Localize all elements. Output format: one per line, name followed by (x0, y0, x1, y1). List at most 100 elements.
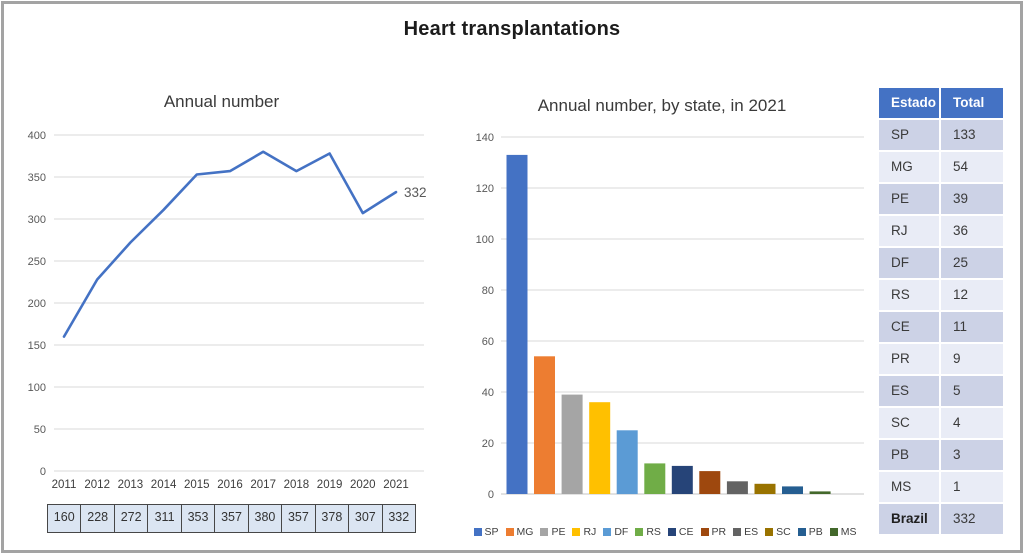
legend-color-swatch (700, 528, 709, 536)
y-tick-label: 300 (28, 214, 46, 226)
legend-color-swatch (505, 528, 514, 536)
x-tick-label: 2018 (284, 479, 310, 491)
legend-item-CE: CE (667, 526, 694, 538)
bar-MG (534, 356, 555, 494)
legend-color-swatch (473, 528, 482, 536)
state-table-header: Estado Total (879, 88, 1003, 118)
legend-label: SP (484, 526, 499, 538)
legend-label: MG (516, 526, 534, 538)
state-table-body: SP 133 MG 54 PE 39 RJ 36 DF 25 RS 12 CE 11 PR 9 ES 5 SC 4 PB… (879, 120, 1003, 534)
x-tick-label: 2012 (84, 479, 110, 491)
total-cell: 133 (941, 120, 1003, 150)
bar-PB (782, 486, 803, 494)
state-cell: ES (879, 376, 939, 406)
total-cell: 36 (941, 216, 1003, 246)
annual-value-cell: 332 (381, 505, 415, 532)
legend-item-RS: RS (635, 526, 661, 538)
state-cell: CE (879, 312, 939, 342)
legend-color-swatch (733, 528, 742, 536)
annual-value-cell: 307 (348, 505, 381, 532)
y-tick-label: 140 (476, 132, 494, 144)
figure-title: Heart transplantations (403, 18, 621, 40)
legend-color-swatch (829, 528, 838, 536)
y-tick-label: 50 (34, 424, 46, 436)
y-tick-label: 100 (476, 234, 494, 246)
total-cell: 39 (941, 184, 1003, 214)
bar-PR (699, 471, 721, 494)
state-table-row: SP 133 (879, 120, 1003, 150)
bar-DF (616, 430, 638, 495)
x-tick-label: 2015 (184, 479, 210, 491)
annual-value-cell: 160 (53, 510, 75, 524)
state-cell: MG (879, 152, 939, 182)
state-cell: PB (879, 440, 939, 470)
legend-item-SP: SP (473, 526, 499, 538)
state-table-row: PE 39 (879, 184, 1003, 214)
legend-item-PE: PE (540, 526, 565, 538)
line-chart: 0 50 100 150 200 250 300 350 400 2011 2012 2013 2014… (28, 130, 427, 491)
annual-value-cell: 378 (314, 505, 348, 532)
state-cell: SC (879, 408, 939, 438)
x-tick-label: 2014 (151, 479, 177, 491)
legend-label: MS (840, 526, 857, 538)
x-tick-label: 2021 (383, 479, 409, 491)
y-tick-label: 60 (482, 336, 494, 348)
legend-label: RJ (583, 526, 597, 538)
state-cell: PR (879, 344, 939, 374)
state-table-total-row: Brazil 332 (879, 504, 1003, 534)
state-table-row: RS 12 (879, 280, 1003, 310)
state-cell: Brazil (879, 504, 939, 534)
header-cell-total: Total (941, 88, 1003, 118)
line-chart-title: Annual number (163, 92, 280, 111)
legend-color-swatch (603, 528, 612, 536)
total-cell: 1 (941, 472, 1003, 502)
annual-value-cell: 353 (180, 505, 214, 532)
legend-label: SC (776, 526, 791, 538)
bar-chart: 0 20 40 60 80 100 120 140 (476, 132, 864, 501)
bar-SC (754, 483, 776, 494)
total-cell: 3 (941, 440, 1003, 470)
legend-label: PR (711, 526, 727, 538)
legend-item-SC: SC (765, 526, 791, 538)
y-tick-label: 150 (28, 340, 46, 352)
legend-item-PR: PR (700, 526, 727, 538)
state-table-row: MG 54 (879, 152, 1003, 182)
line-series (62, 150, 398, 338)
state-cell: DF (879, 248, 939, 278)
header-cell-estado: Estado (879, 88, 939, 118)
y-tick-label: 100 (28, 382, 46, 394)
y-tick-label: 80 (482, 285, 494, 297)
total-cell: 4 (941, 408, 1003, 438)
state-cell: SP (879, 120, 939, 150)
annual-value-cell: 357 (281, 505, 314, 532)
annual-values-table: 160 228 272 311 353 357 380 357 378 307 332 (47, 504, 416, 533)
y-tick-label: 0 (488, 489, 494, 501)
y-tick-label: 200 (28, 298, 46, 310)
state-totals-table: Estado Total SP 133 MG 54 PE 39 RJ 36 DF 25 RS 12 CE… (879, 88, 1003, 536)
annual-value-cell: 228 (80, 505, 113, 532)
state-table-row: PR 9 (879, 344, 1003, 374)
state-cell: RJ (879, 216, 939, 246)
legend-color-swatch (635, 528, 644, 536)
state-cell: RS (879, 280, 939, 310)
legend-label: PE (551, 526, 566, 538)
legend-item-RJ: RJ (572, 526, 596, 538)
state-table-row: DF 25 (879, 248, 1003, 278)
x-tick-label: 2013 (118, 479, 144, 491)
state-table-row: PB 3 (879, 440, 1003, 470)
legend-label: DF (614, 526, 629, 538)
state-table-row: CE 11 (879, 312, 1003, 342)
legend-label: PB (808, 526, 823, 538)
total-cell: 5 (941, 376, 1003, 406)
total-cell: 54 (941, 152, 1003, 182)
legend-label: ES (744, 526, 759, 538)
legend-color-swatch (797, 528, 806, 536)
y-tick-label: 250 (28, 256, 46, 268)
annual-value-cell: 272 (113, 505, 147, 532)
annual-value-cell: 357 (214, 505, 247, 532)
legend-item-PB: PB (797, 526, 823, 538)
y-tick-label: 350 (28, 172, 46, 184)
y-tick-label: 40 (482, 387, 494, 399)
total-cell: 25 (941, 248, 1003, 278)
